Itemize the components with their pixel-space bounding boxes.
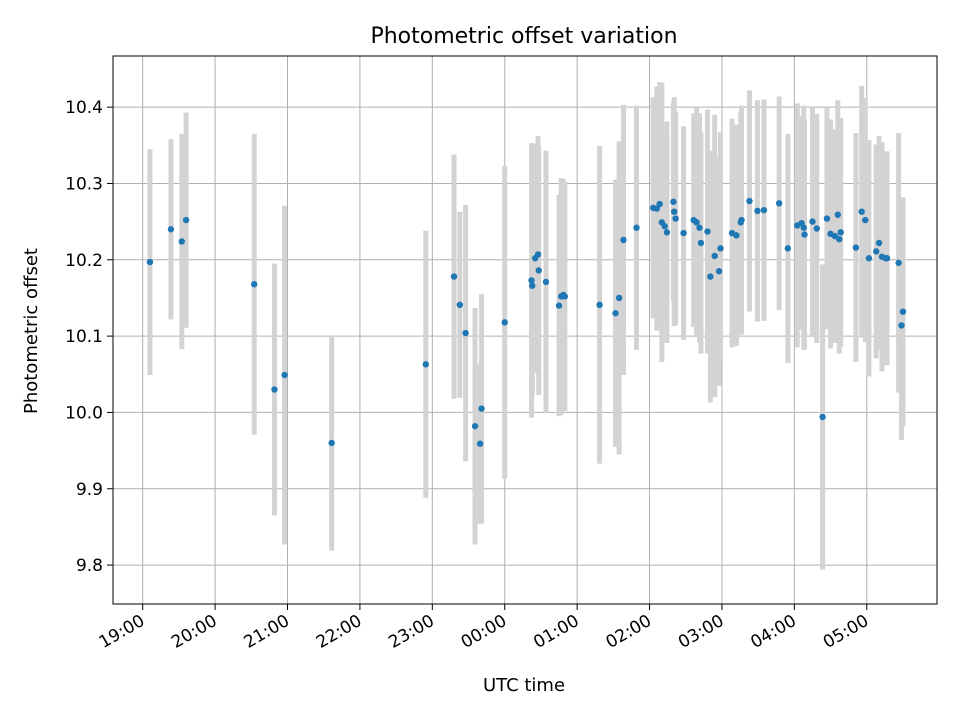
data-point: [178, 238, 185, 245]
data-point: [534, 251, 542, 258]
x-tick-label: 01:00: [530, 611, 582, 653]
data-point: [883, 255, 891, 262]
data-point: [680, 229, 687, 237]
data-point: [819, 413, 826, 421]
data-point: [852, 244, 860, 251]
data-point: [760, 206, 768, 214]
plot-area-frame: [112, 55, 938, 605]
data-point: [775, 200, 783, 207]
x-tick-label: 23:00: [385, 611, 437, 653]
data-point: [478, 405, 485, 412]
data-point: [462, 329, 469, 337]
data-point: [529, 282, 536, 289]
y-axis-label: Photometric offset: [21, 248, 42, 414]
data-point: [693, 219, 700, 226]
data-point: [858, 208, 865, 215]
data-point: [837, 229, 844, 236]
data-point: [801, 231, 808, 238]
data-point: [746, 197, 753, 205]
data-points: [146, 197, 907, 447]
data-point: [711, 252, 718, 260]
data-point: [862, 216, 869, 224]
data-point: [471, 422, 479, 430]
data-point: [670, 208, 678, 215]
data-point: [250, 281, 258, 288]
data-point: [620, 236, 627, 244]
data-point: [450, 273, 458, 280]
data-point: [875, 239, 883, 247]
data-point: [167, 226, 175, 233]
data-point: [696, 224, 703, 231]
data-point: [146, 258, 154, 266]
data-point: [422, 361, 430, 368]
chart-title: Photometric offset variation: [370, 24, 677, 49]
data-point: [754, 207, 761, 215]
data-point: [612, 310, 619, 317]
x-tick-label: 00:00: [458, 611, 510, 653]
data-point: [800, 224, 807, 231]
y-tick-label: 10.2: [65, 251, 103, 271]
x-tick-label: 19:00: [96, 611, 148, 653]
data-point: [661, 223, 668, 230]
data-point: [656, 200, 663, 208]
data-point: [281, 371, 288, 379]
data-point: [271, 386, 278, 393]
x-tick-label: 05:00: [820, 611, 872, 653]
data-point: [899, 308, 907, 315]
data-point: [456, 301, 464, 309]
data-point: [672, 215, 679, 222]
x-tick-label: 03:00: [675, 611, 727, 653]
y-tick-label: 9.8: [76, 556, 103, 576]
y-tick-label: 10.4: [65, 98, 103, 118]
data-point: [717, 245, 724, 252]
data-point: [555, 302, 563, 309]
x-tick-label: 20:00: [168, 611, 220, 653]
x-tick-label: 04:00: [747, 611, 799, 653]
data-point: [615, 294, 623, 302]
data-point: [528, 277, 535, 284]
data-point: [663, 229, 671, 236]
data-point: [704, 228, 711, 235]
data-point: [733, 232, 740, 239]
data-point: [865, 255, 873, 262]
y-tick-label: 10.3: [65, 174, 103, 194]
data-point: [738, 216, 745, 224]
x-axis-ticks: 19:00 20:00 21:00 22:00 23:00 00:00 01:00 02:00…: [96, 604, 872, 653]
data-point: [182, 216, 190, 224]
data-point: [670, 198, 677, 205]
data-point: [697, 239, 705, 247]
data-point: [328, 439, 335, 447]
data-point: [715, 268, 723, 275]
x-tick-label: 21:00: [241, 611, 293, 653]
y-tick-label: 9.9: [76, 480, 103, 500]
data-point: [823, 215, 831, 222]
y-tick-label: 10.1: [65, 327, 103, 347]
data-point: [535, 267, 542, 274]
data-point: [895, 259, 902, 267]
data-point: [834, 211, 842, 218]
data-point: [872, 248, 880, 255]
data-point: [898, 322, 905, 329]
data-point: [542, 278, 550, 286]
x-tick-label: 22:00: [313, 611, 365, 653]
data-point: [501, 319, 508, 326]
data-point: [836, 235, 843, 243]
data-point: [561, 293, 569, 300]
x-tick-label: 02:00: [603, 611, 655, 653]
data-point: [809, 218, 816, 225]
y-axis-ticks: 9.8 9.9 10.0 10.1 10.2 10.3 10.4: [65, 98, 113, 576]
data-point: [476, 440, 484, 447]
y-tick-label: 10.0: [65, 403, 103, 423]
data-point: [784, 245, 792, 252]
data-point: [813, 225, 821, 232]
data-point: [707, 273, 714, 280]
x-axis-label: UTC time: [483, 675, 565, 696]
data-point: [596, 301, 603, 309]
data-point: [633, 224, 640, 231]
data-point: [653, 205, 660, 212]
error-bars: [147, 81, 906, 570]
